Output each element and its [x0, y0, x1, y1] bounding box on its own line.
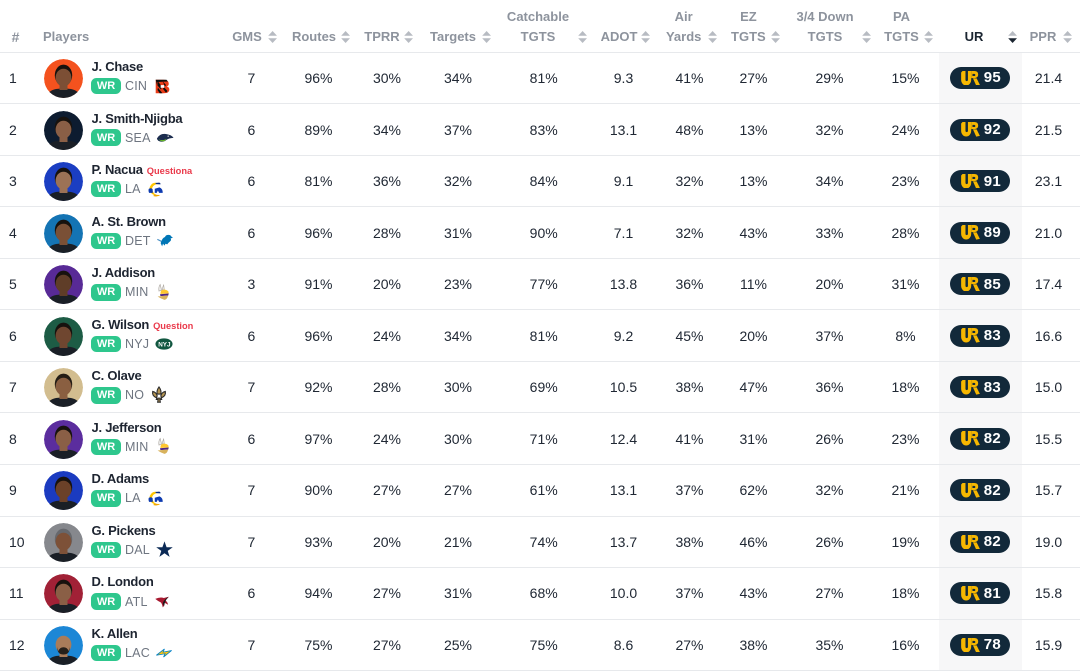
svg-text:NYJ: NYJ: [158, 341, 171, 348]
